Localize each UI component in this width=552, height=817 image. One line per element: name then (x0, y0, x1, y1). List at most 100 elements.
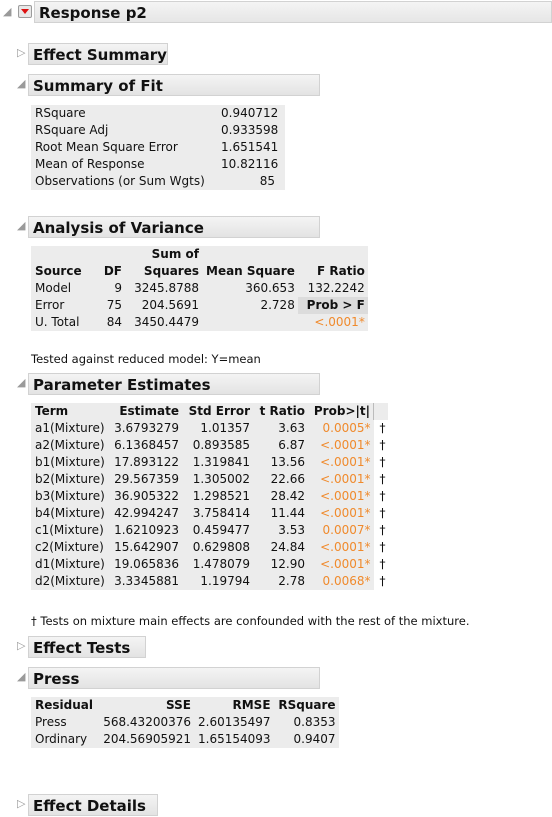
anova-ms: 360.653 (202, 280, 298, 297)
table-row: d2(Mixture) 3.3345881 1.19794 2.78 0.0068* † (31, 573, 388, 590)
press-title: Press (33, 670, 80, 688)
table-row: Observations (or Sum Wgts) 85 (31, 173, 285, 190)
press-rsq: 0.8353 (273, 714, 339, 731)
table-row: Mean of Response 10.82116 (31, 156, 285, 173)
pe-p: <.0001* (308, 556, 374, 573)
anova-f: 132.2242 (297, 280, 368, 297)
pe-mark: † (379, 455, 386, 469)
anova-header[interactable]: Analysis of Variance (28, 216, 320, 238)
press-header[interactable]: Press (28, 667, 320, 689)
anova-df: 9 (91, 280, 125, 297)
table-row: b1(Mixture) 17.893122 1.319841 13.56 <.0001*… (31, 454, 388, 471)
pe-t: 12.90 (253, 556, 308, 573)
pe-se: 1.19794 (182, 573, 253, 590)
pe-mark: † (379, 438, 386, 452)
parameter-estimates-header[interactable]: Parameter Estimates (28, 373, 320, 395)
pe-term: c2(Mixture) (31, 539, 109, 556)
fit-label: Mean of Response (31, 156, 213, 173)
pe-p: <.0001* (308, 488, 374, 505)
pe-col-term: Term (31, 403, 109, 420)
pe-t: 13.56 (253, 454, 308, 471)
effect-summary-header[interactable]: Effect Summary (28, 43, 168, 65)
table-row: c2(Mixture) 15.642907 0.629808 24.84 <.0001*… (31, 539, 388, 556)
anova-note: Tested against reduced model: Y=mean (31, 352, 261, 366)
press-col-residual: Residual (31, 697, 97, 714)
fit-label: Root Mean Square Error (31, 139, 213, 156)
parameter-estimates-table: Term Estimate Std Error t Ratio Prob>|t|… (31, 403, 388, 590)
table-row: a1(Mixture) 3.6793279 1.01357 3.63 0.0005* † (31, 420, 388, 437)
effect-details-title: Effect Details (33, 797, 146, 815)
anova-col-squares: Squares (125, 263, 202, 280)
anova-ss: 204.5691 (125, 297, 202, 314)
fit-value: 85 (213, 173, 285, 190)
pe-est: 36.905322 (109, 488, 182, 505)
pe-est: 3.6793279 (109, 420, 182, 437)
pe-mark: † (379, 506, 386, 520)
summary-of-fit-header[interactable]: Summary of Fit (28, 74, 320, 96)
press-rsq: 0.9407 (273, 731, 339, 748)
summary-of-fit-title: Summary of Fit (33, 77, 163, 95)
disclosure-closed-icon[interactable]: ▷ (17, 639, 26, 652)
pe-p: <.0001* (308, 471, 374, 488)
disclosure-closed-icon[interactable]: ▷ (17, 797, 26, 810)
table-row: b2(Mixture) 29.567359 1.305002 22.66 <.0001*… (31, 471, 388, 488)
disclosure-open-icon[interactable]: ◢ (17, 219, 26, 232)
pe-mark: † (379, 472, 386, 486)
anova-ss: 3245.8788 (125, 280, 202, 297)
report-title[interactable]: Response p2 (34, 1, 552, 23)
table-row: RSquare 0.940712 (31, 105, 285, 122)
pe-t: 2.78 (253, 573, 308, 590)
effect-tests-header[interactable]: Effect Tests (28, 636, 146, 658)
pe-se: 1.319841 (182, 454, 253, 471)
pe-est: 42.994247 (109, 505, 182, 522)
pe-est: 6.1368457 (109, 437, 182, 454)
table-row: Press 568.43200376 2.60135497 0.8353 (31, 714, 339, 731)
anova-df: 84 (91, 314, 125, 331)
summary-of-fit-table: RSquare 0.940712 RSquare Adj 0.933598 Ro… (31, 105, 285, 190)
table-row: Ordinary 204.56905921 1.65154093 0.9407 (31, 731, 339, 748)
table-row: Model 9 3245.8788 360.653 132.2242 (31, 280, 368, 297)
pe-se: 1.01357 (182, 420, 253, 437)
table-row: Root Mean Square Error 1.651541 (31, 139, 285, 156)
pe-term: a2(Mixture) (31, 437, 109, 454)
anova-ms: 2.728 (202, 297, 298, 314)
effect-summary-title: Effect Summary (33, 46, 167, 64)
pe-est: 17.893122 (109, 454, 182, 471)
anova-df: 75 (91, 297, 125, 314)
disclosure-closed-icon[interactable]: ▷ (17, 46, 26, 59)
pe-term: b4(Mixture) (31, 505, 109, 522)
pe-est: 1.6210923 (109, 522, 182, 539)
anova-source: Model (31, 280, 91, 297)
effect-details-header[interactable]: Effect Details (28, 794, 158, 816)
pe-t: 3.53 (253, 522, 308, 539)
red-triangle-menu-icon[interactable] (18, 5, 32, 18)
anova-title: Analysis of Variance (33, 219, 204, 237)
pe-col-std-error: Std Error (182, 403, 253, 420)
disclosure-open-icon[interactable]: ◢ (3, 5, 12, 18)
pe-p: <.0001* (308, 505, 374, 522)
pe-se: 0.893585 (182, 437, 253, 454)
fit-label: RSquare Adj (31, 122, 213, 139)
anova-prob-value: <.0001* (297, 314, 368, 331)
table-row: b3(Mixture) 36.905322 1.298521 28.42 <.0001*… (31, 488, 388, 505)
pe-term: d2(Mixture) (31, 573, 109, 590)
press-rmse: 2.60135497 (194, 714, 274, 731)
pe-est: 29.567359 (109, 471, 182, 488)
press-residual: Ordinary (31, 731, 97, 748)
press-col-sse: SSE (97, 697, 194, 714)
table-row: c1(Mixture) 1.6210923 0.459477 3.53 0.0007* † (31, 522, 388, 539)
table-row: U. Total 84 3450.4479 <.0001* (31, 314, 368, 331)
pe-term: a1(Mixture) (31, 420, 109, 437)
anova-col-f-ratio: F Ratio (297, 263, 368, 280)
fit-value: 0.933598 (213, 122, 285, 139)
fit-value: 0.940712 (213, 105, 285, 122)
anova-ms (202, 314, 298, 331)
pe-col-t-ratio: t Ratio (253, 403, 308, 420)
disclosure-open-icon[interactable]: ◢ (17, 376, 26, 389)
pe-p: 0.0005* (308, 420, 374, 437)
fit-value: 1.651541 (213, 139, 285, 156)
anova-ss: 3450.4479 (125, 314, 202, 331)
pe-col-estimate: Estimate (109, 403, 182, 420)
disclosure-open-icon[interactable]: ◢ (17, 77, 26, 90)
disclosure-open-icon[interactable]: ◢ (17, 670, 26, 683)
